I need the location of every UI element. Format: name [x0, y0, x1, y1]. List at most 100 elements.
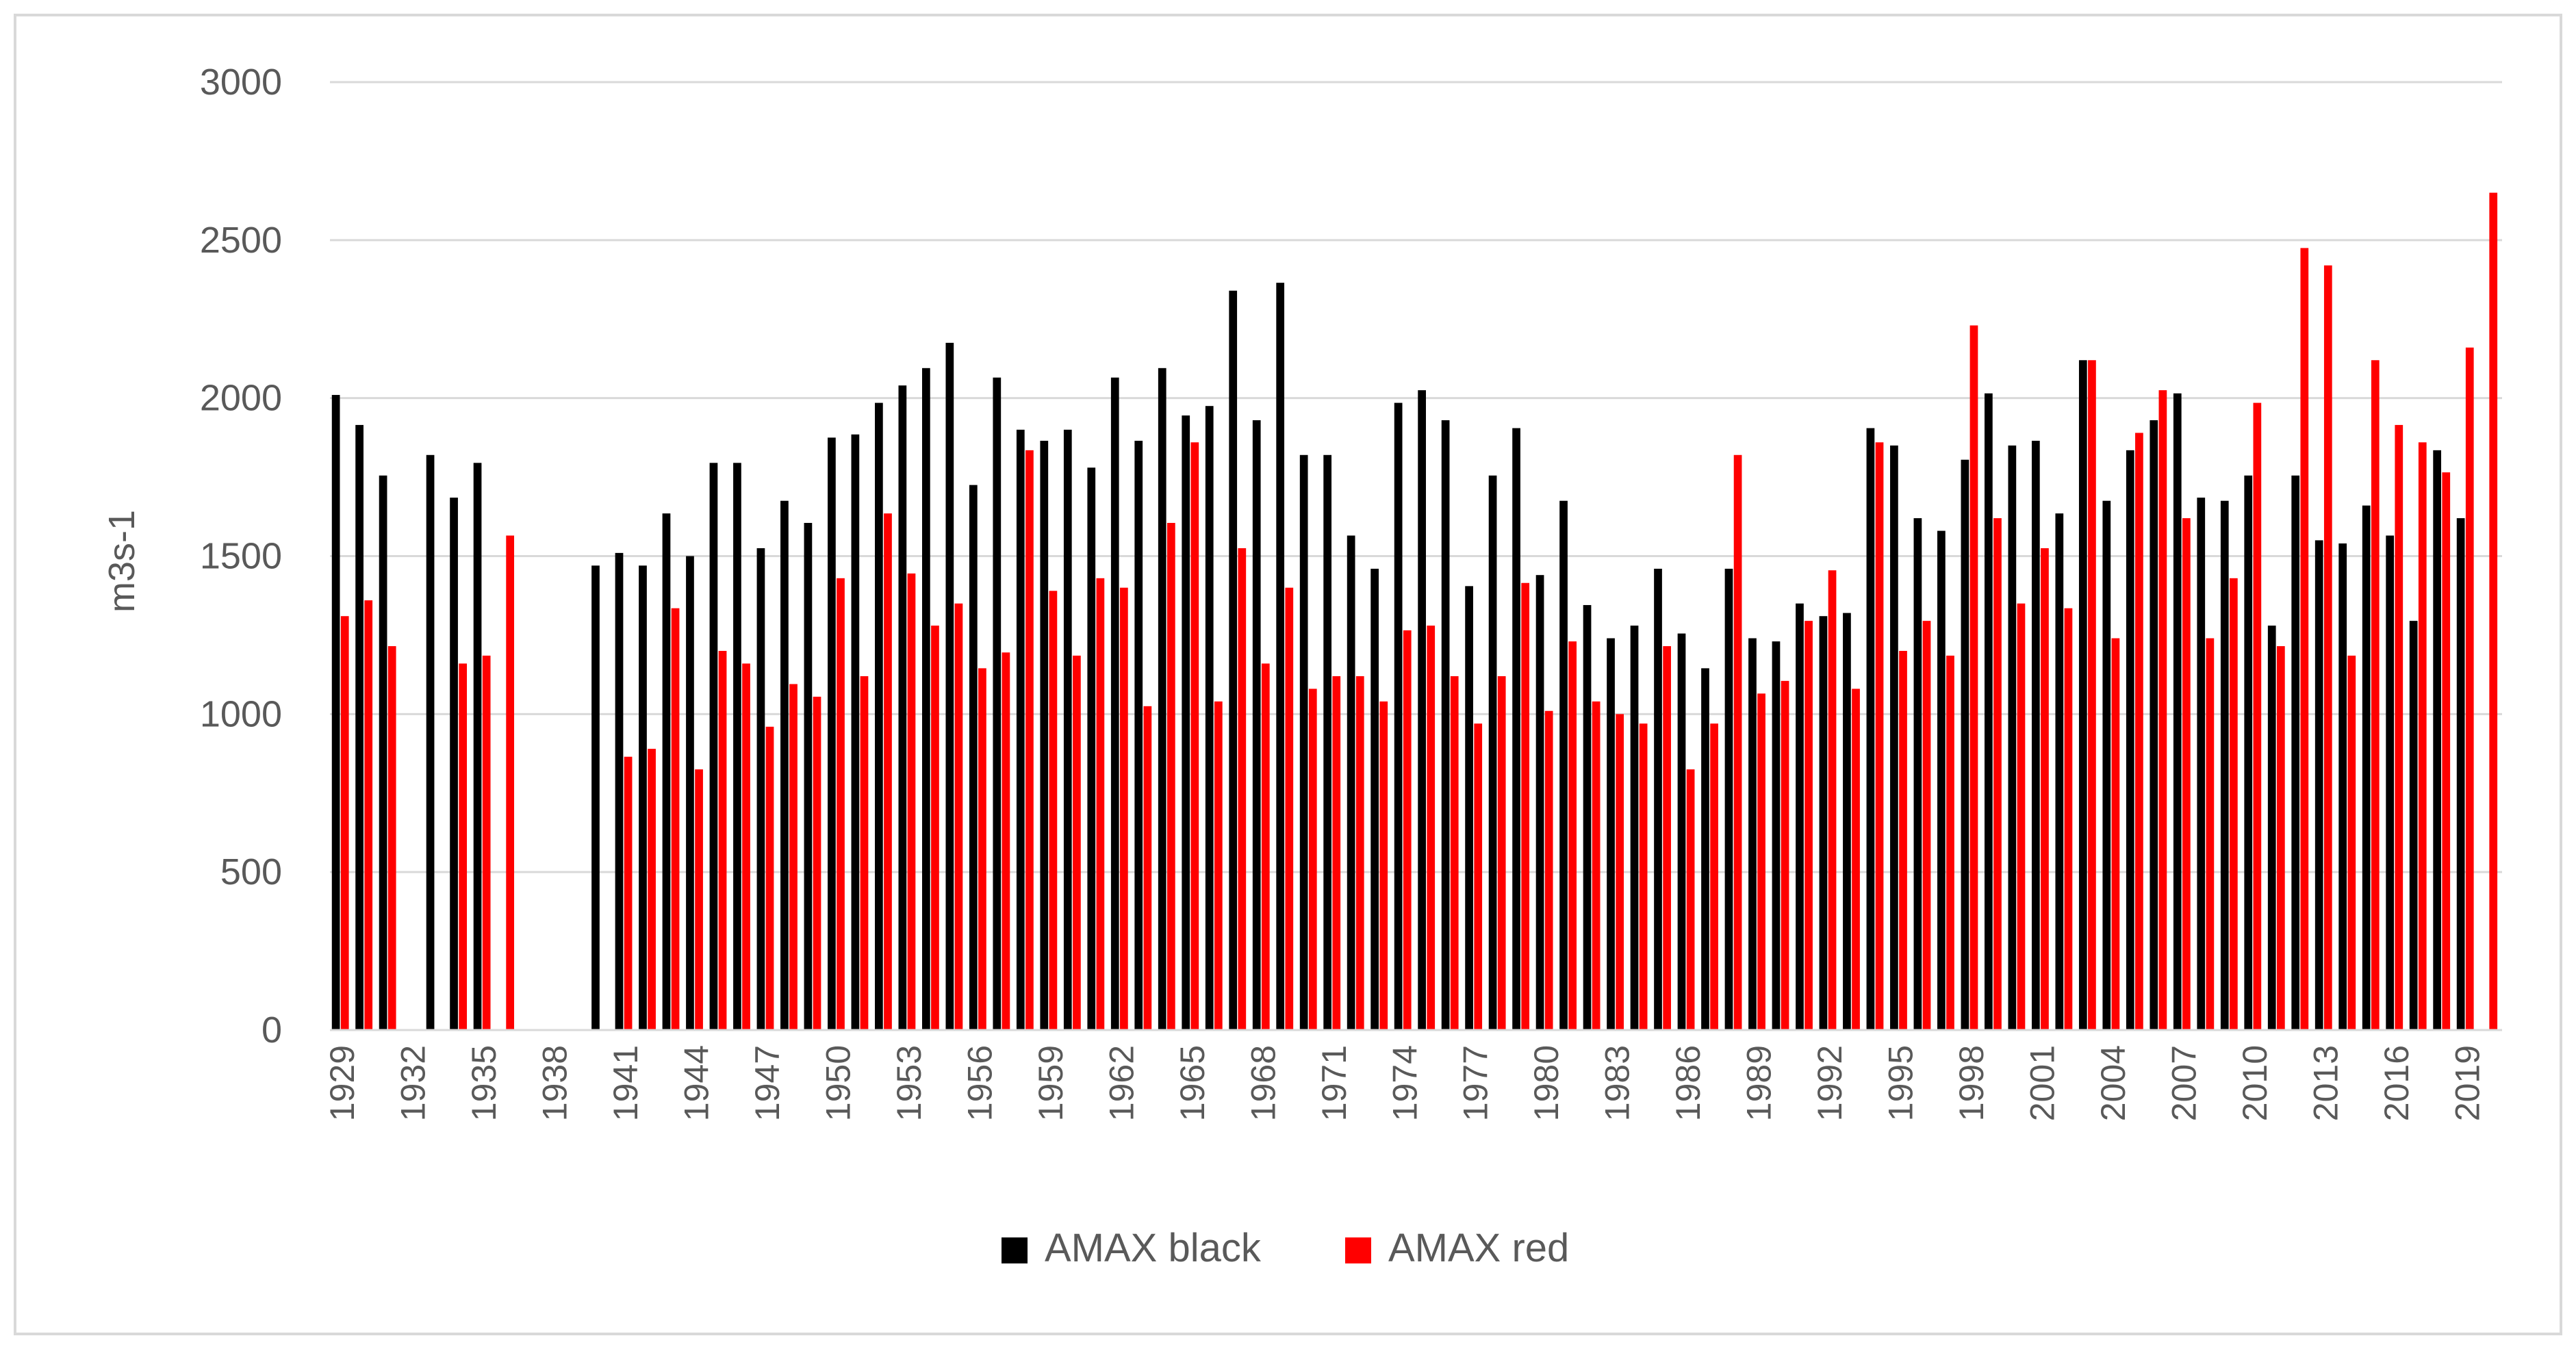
bar-amax-red-1977	[1474, 723, 1483, 1030]
bar-amax-red-2017	[2418, 442, 2427, 1030]
bar-amax-black-2016	[2386, 535, 2395, 1030]
bar-amax-black-2008	[2197, 498, 2206, 1030]
bar-amax-black-1994	[1866, 428, 1875, 1030]
bar-amax-red-1989	[1757, 693, 1765, 1030]
bar-amax-red-1965	[1190, 442, 1199, 1030]
bar-amax-black-1968	[1252, 420, 1261, 1030]
bar-amax-red-1964	[1166, 523, 1175, 1030]
bar-amax-black-1943	[662, 513, 671, 1030]
x-tick-label-1959: 1959	[1032, 1045, 1070, 1121]
bar-amax-black-1991	[1796, 603, 1804, 1030]
bar-amax-black-1951	[851, 434, 860, 1030]
bar-amax-red-1986	[1686, 769, 1695, 1030]
bar-amax-red-1935	[482, 655, 491, 1030]
bar-amax-black-1997	[1937, 530, 1946, 1030]
bar-amax-red-1943	[671, 608, 680, 1030]
bar-amax-red-1961	[1096, 578, 1105, 1030]
bar-amax-black-1975	[1418, 390, 1426, 1030]
x-tick-label-1986: 1986	[1669, 1045, 1707, 1121]
bar-amax-red-1929	[340, 616, 349, 1030]
y-tick-label-2000: 2000	[200, 378, 282, 419]
bar-amax-red-1962	[1120, 587, 1128, 1030]
x-tick-label-1941: 1941	[607, 1045, 645, 1121]
bar-amax-black-1948	[780, 500, 789, 1030]
bar-amax-black-1983	[1607, 638, 1615, 1030]
bar-amax-red-1982	[1592, 701, 1601, 1030]
bar-amax-black-1989	[1748, 638, 1757, 1030]
bar-amax-black-1960	[1063, 429, 1072, 1030]
bar-amax-red-1971	[1332, 676, 1341, 1030]
bar-amax-red-1942	[648, 749, 656, 1030]
bar-amax-red-2018	[2442, 472, 2451, 1030]
y-axis-title: m3s-1	[101, 510, 142, 613]
bar-amax-red-1993	[1852, 689, 1860, 1030]
x-axis-tick-labels: 1929 1932 1935 1938 1941 1944 1947 1950 1953 1956…	[323, 1045, 2486, 1121]
bar-amax-black-1959	[1040, 440, 1049, 1030]
bar-amax-black-1980	[1535, 575, 1544, 1030]
bar-amax-red-2011	[2276, 646, 2285, 1030]
bar-amax-red-1991	[1805, 621, 1813, 1030]
bar-amax-red-1958	[1025, 450, 1034, 1030]
x-tick-label-1971: 1971	[1315, 1045, 1353, 1121]
bar-amax-red-1988	[1733, 454, 1742, 1030]
bar-amax-black-2007	[2173, 393, 2182, 1030]
bar-amax-red-1956	[978, 668, 986, 1030]
bar-amax-black-1965	[1182, 415, 1190, 1030]
bar-amax-black-1954	[921, 368, 930, 1030]
bars	[331, 192, 2498, 1031]
bar-amax-red-1994	[1875, 442, 1884, 1030]
bar-amax-black-1957	[993, 377, 1002, 1030]
x-tick-label-1998: 1998	[1952, 1045, 1991, 1121]
y-tick-label-0: 0	[262, 1010, 282, 1051]
x-tick-label-1929: 1929	[323, 1045, 361, 1121]
bar-amax-red-1995	[1899, 651, 1907, 1030]
bar-amax-black-1995	[1890, 445, 1898, 1030]
bar-amax-black-1990	[1772, 641, 1781, 1030]
bar-amax-black-2012	[2291, 475, 2300, 1030]
bar-amax-black-1963	[1134, 440, 1143, 1030]
x-tick-label-1980: 1980	[1527, 1045, 1566, 1121]
x-tick-label-1944: 1944	[678, 1045, 716, 1121]
bar-amax-black-1977	[1465, 586, 1473, 1030]
bar-amax-black-2010	[2244, 475, 2253, 1030]
y-tick-label-2500: 2500	[200, 220, 282, 261]
bar-amax-black-2004	[2102, 500, 2111, 1030]
bar-amax-red-2000	[2017, 603, 2026, 1030]
bar-amax-black-2001	[2031, 440, 2040, 1030]
y-tick-label-500: 500	[220, 851, 282, 892]
bar-amax-red-1984	[1639, 723, 1648, 1030]
bar-amax-red-1941	[624, 756, 633, 1030]
x-tick-label-1992: 1992	[1811, 1045, 1849, 1121]
bar-amax-red-1987	[1710, 723, 1718, 1030]
bar-amax-black-2005	[2126, 450, 2134, 1030]
bar-amax-red-1979	[1521, 582, 1530, 1030]
bar-amax-red-1936	[506, 535, 515, 1030]
bar-amax-black-2015	[2362, 505, 2371, 1030]
bar-amax-black-1967	[1229, 290, 1238, 1031]
bar-amax-black-2002	[2055, 513, 2064, 1030]
bar-amax-red-1960	[1073, 655, 1081, 1030]
bar-amax-black-1973	[1370, 568, 1379, 1030]
x-tick-label-1995: 1995	[1882, 1045, 1920, 1121]
bar-amax-red-2012	[2300, 248, 2309, 1030]
bar-amax-black-1970	[1299, 454, 1308, 1030]
bar-amax-red-1974	[1403, 630, 1412, 1030]
bar-amax-black-1979	[1512, 428, 1520, 1030]
bar-amax-black-1941	[615, 552, 624, 1030]
bar-amax-red-1931	[387, 646, 396, 1030]
bar-amax-black-1946	[733, 463, 741, 1030]
bar-amax-black-1971	[1323, 454, 1332, 1030]
bar-amax-black-2009	[2220, 500, 2229, 1030]
bar-amax-black-1956	[969, 485, 978, 1030]
bar-amax-red-1951	[860, 676, 869, 1030]
bar-amax-red-1953	[907, 573, 916, 1030]
bar-amax-black-1969	[1276, 283, 1285, 1030]
bar-amax-black-1947	[756, 548, 765, 1030]
bar-amax-red-2020	[2489, 192, 2498, 1030]
bar-amax-red-1996	[1922, 621, 1931, 1030]
bar-amax-black-2018	[2433, 450, 2442, 1030]
bar-amax-red-1946	[742, 663, 750, 1030]
bar-amax-black-1945	[709, 463, 718, 1030]
x-tick-label-2007: 2007	[2165, 1045, 2203, 1121]
